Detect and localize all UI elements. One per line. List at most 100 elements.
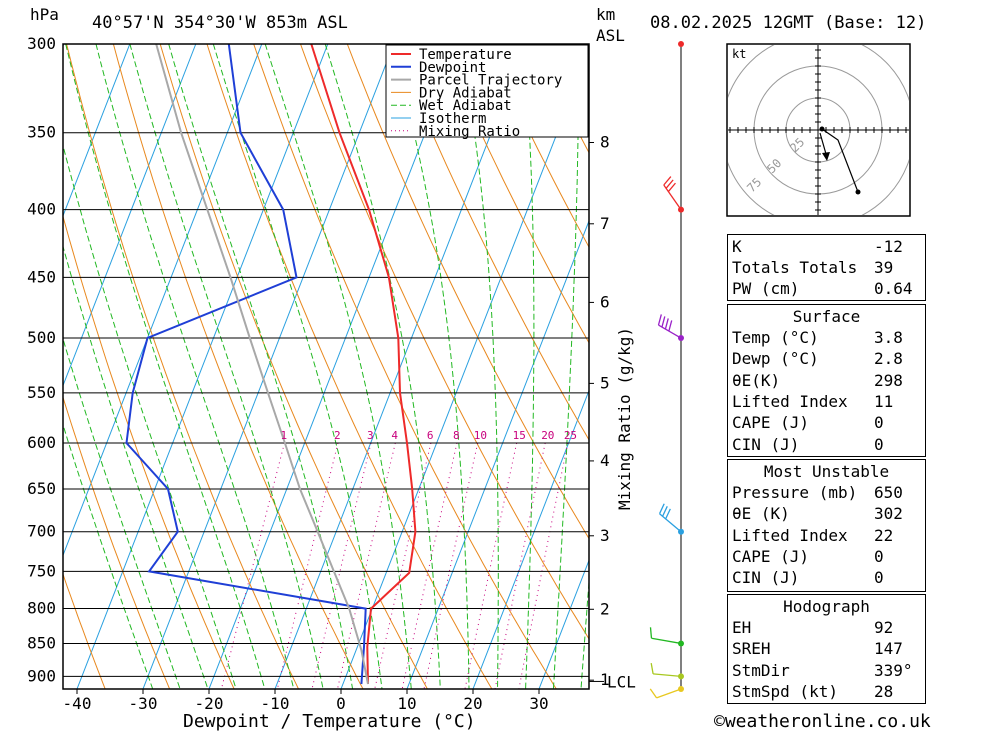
mixing-ratio-label: 2 bbox=[334, 429, 341, 442]
lcl-label: LCL bbox=[607, 672, 636, 691]
dry-adiabat-line bbox=[66, 44, 300, 689]
mixing-ratio-label: 4 bbox=[391, 429, 398, 442]
surface-row: CIN (J) 0 bbox=[732, 434, 922, 455]
wet-adiabat-line bbox=[212, 44, 383, 689]
dry-adiabat-line bbox=[300, 44, 589, 640]
isotherm-line bbox=[63, 44, 131, 218]
hodograph-stat-label: EH bbox=[732, 618, 752, 637]
dewpoint-line bbox=[125, 44, 367, 685]
x-tick-label: 10 bbox=[397, 694, 416, 713]
wind-barb bbox=[663, 176, 682, 210]
isotherm-line bbox=[340, 49, 589, 689]
surface-row: Temp (°C) 3.8 bbox=[732, 327, 922, 348]
hodograph-stat-row: SREH 147 bbox=[732, 638, 922, 659]
x-tick-label: 20 bbox=[463, 694, 482, 713]
isotherm-line bbox=[472, 389, 589, 689]
pressure-tick-label: 550 bbox=[27, 383, 56, 402]
location-title: 40°57'N 354°30'W 853m ASL bbox=[92, 13, 348, 33]
legend-label: Temperature bbox=[419, 47, 512, 63]
x-axis-ticks: -40 -30 -20 -10 0 10 20 30 bbox=[63, 689, 549, 713]
asl-label: ASL bbox=[596, 26, 625, 45]
surface-label: Temp (°C) bbox=[732, 328, 819, 347]
hodograph-stat-label: StmDir bbox=[732, 660, 790, 680]
wet-adiabat-line bbox=[95, 44, 295, 689]
wet-adiabat-line bbox=[63, 337, 181, 689]
x-axis-label: Dewpoint / Temperature (°C) bbox=[183, 711, 476, 732]
storm-motion-arrowhead bbox=[822, 152, 830, 161]
hodograph-stat-value: 339° bbox=[874, 660, 913, 680]
most-unstable-label: CIN (J) bbox=[732, 568, 800, 588]
wet-adiabat-line bbox=[459, 44, 499, 689]
isotherm-line bbox=[208, 44, 461, 689]
height-tick-label: 3 bbox=[600, 526, 610, 545]
legend-label: Mixing Ratio bbox=[419, 124, 520, 140]
surface-label: Lifted Index bbox=[732, 391, 848, 411]
mixing-ratio-line bbox=[423, 442, 479, 689]
dry-adiabat-line bbox=[112, 44, 364, 689]
surface-row: θE(K) 298 bbox=[732, 370, 922, 391]
mixing-ratio-label: 20 bbox=[541, 429, 554, 442]
legend-label: Wet Adiabat bbox=[419, 98, 512, 114]
storm-motion-arrow bbox=[819, 132, 827, 155]
pressure-unit-label: hPa bbox=[30, 5, 59, 24]
dry-adiabat-line bbox=[487, 44, 589, 249]
wet-adiabat-line bbox=[324, 44, 441, 689]
dry-adiabat-line bbox=[393, 44, 589, 441]
wind-barb bbox=[649, 688, 682, 699]
mixing-ratio-label: 10 bbox=[474, 429, 487, 442]
wind-barb-column bbox=[649, 41, 684, 699]
most-unstable-box: Most Unstable Pressure (mb) 650 θE (K) 302 L… bbox=[727, 459, 926, 592]
surface-value: 3.8 bbox=[874, 328, 903, 347]
hodograph-stat-value: 147 bbox=[874, 639, 903, 659]
copyright: ©weatheronline.co.uk bbox=[714, 711, 931, 732]
most-unstable-row: CAPE (J) 0 bbox=[732, 546, 922, 567]
x-tick-label: -20 bbox=[195, 694, 224, 713]
pressure-tick-label: 500 bbox=[27, 328, 56, 347]
pressure-tick-label: 450 bbox=[27, 267, 56, 286]
legend-label: Dewpoint bbox=[419, 60, 486, 76]
pressure-tick-label: 700 bbox=[27, 522, 56, 541]
most-unstable-label: θE (K) bbox=[732, 504, 790, 524]
dry-adiabat-line bbox=[955, 44, 1000, 695]
surface-label: θE(K) bbox=[732, 370, 781, 390]
surface-title: Surface bbox=[792, 307, 861, 326]
wet-adiabat-line bbox=[523, 44, 535, 689]
wind-barb bbox=[650, 662, 682, 677]
height-tick-label: 5 bbox=[600, 373, 610, 392]
mixing-ratio-labels: 1 2 3 4 6 8 10 15 20 25 bbox=[281, 429, 578, 442]
wind-barb bbox=[649, 627, 682, 645]
wind-barb bbox=[658, 503, 682, 533]
most-unstable-label: CAPE (J) bbox=[732, 546, 810, 566]
hodograph-stat-row: StmSpd (kt) 28 bbox=[732, 681, 922, 702]
legend-label: Dry Adiabat bbox=[419, 85, 512, 101]
surface-label: Dewp (°C) bbox=[732, 349, 819, 369]
isotherm-line bbox=[142, 44, 395, 689]
pressure-tick-label: 850 bbox=[27, 633, 56, 652]
most-unstable-row: Lifted Index 22 bbox=[732, 525, 922, 546]
dry-adiabat-line bbox=[206, 44, 493, 689]
hodograph-trace bbox=[821, 128, 859, 193]
surface-value: 2.8 bbox=[874, 349, 903, 369]
isotherm-line bbox=[63, 44, 197, 387]
wet-adiabat-line bbox=[129, 44, 324, 689]
dry-adiabat-line bbox=[159, 44, 428, 689]
most-unstable-value: 0 bbox=[874, 546, 884, 566]
mixing-ratio-line bbox=[336, 442, 396, 689]
wet-adiabat-line bbox=[264, 44, 412, 689]
hodograph-point bbox=[855, 189, 861, 195]
dry-adiabat-line bbox=[63, 395, 171, 689]
wet-adiabat-line bbox=[63, 244, 209, 689]
most-unstable-label: Pressure (mb) bbox=[732, 483, 858, 502]
height-tick-label: 6 bbox=[600, 292, 610, 311]
height-tick-label: 8 bbox=[600, 133, 610, 152]
plot-frame bbox=[62, 43, 590, 690]
pressure-tick-label: 600 bbox=[27, 433, 56, 452]
most-unstable-value: 650 bbox=[874, 483, 903, 502]
hodograph-stat-value: 92 bbox=[874, 618, 894, 637]
height-tick-label: 1 bbox=[600, 670, 610, 689]
wet-adiabat-line bbox=[65, 44, 266, 689]
profile-lines bbox=[125, 44, 417, 685]
